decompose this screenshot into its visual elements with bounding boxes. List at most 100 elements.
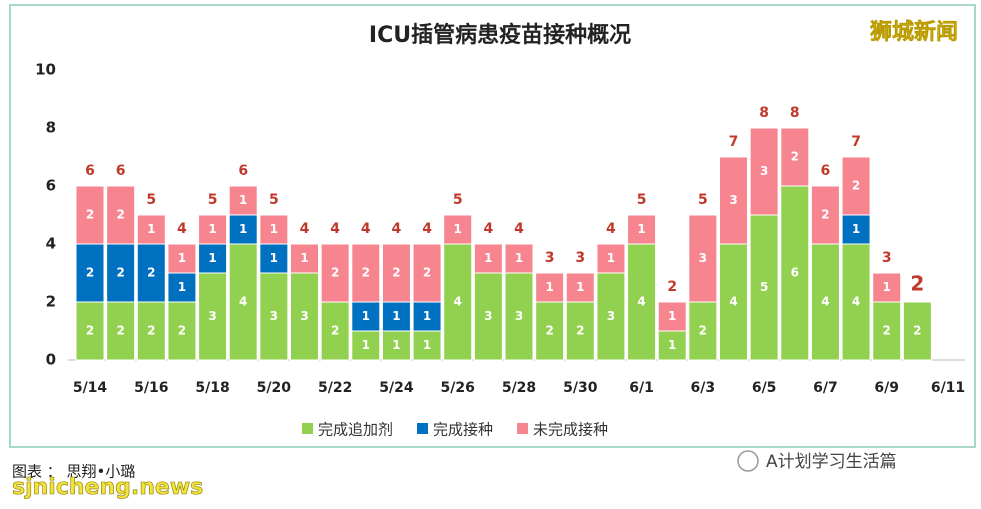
total-label: 6	[238, 163, 248, 179]
segment-label: 3	[270, 309, 278, 323]
segment-label: 1	[178, 251, 186, 265]
bar-segment	[810, 243, 840, 361]
segment-label: 3	[729, 193, 737, 207]
segment-label: 3	[699, 251, 707, 265]
bar-segment	[136, 243, 166, 303]
bar-segment	[259, 214, 289, 245]
segment-label: 1	[545, 280, 553, 294]
x-tick-label: 6/1	[629, 380, 654, 396]
bar-segment	[841, 214, 871, 245]
bar-segment	[780, 127, 810, 187]
total-label: 6	[85, 163, 95, 179]
total-label: 4	[177, 221, 187, 237]
segment-label: 3	[484, 309, 492, 323]
segment-label: 1	[178, 280, 186, 294]
bar-segment	[290, 272, 319, 361]
segment-label: 2	[699, 324, 707, 338]
total-label: 5	[698, 192, 708, 208]
bar-segment	[504, 243, 534, 274]
bar-segment	[106, 301, 136, 361]
bar-segment	[136, 214, 166, 245]
x-tick-label: 5/20	[257, 380, 292, 396]
total-label: 4	[422, 221, 432, 237]
segment-label: 1	[392, 309, 400, 323]
segment-label: 1	[852, 222, 860, 236]
site: sjnicheng.news	[12, 475, 203, 500]
total-label: 6	[116, 163, 126, 179]
total-label: 8	[790, 105, 800, 121]
bar-segment	[443, 214, 473, 245]
bar-segment	[75, 301, 105, 361]
bar-segment	[320, 301, 350, 361]
total-label: 7	[851, 134, 861, 150]
x-tick-label: 5/16	[134, 380, 168, 396]
total-label: 5	[637, 192, 647, 208]
x-tick-label: 5/18	[195, 380, 229, 396]
bar-segment	[198, 243, 228, 274]
bar-segment	[688, 301, 718, 361]
segment-label: 2	[821, 208, 829, 222]
segment-label: 1	[637, 222, 645, 236]
x-tick-label: 6/7	[813, 380, 838, 396]
segment-label: 2	[423, 266, 431, 280]
bar-segment	[228, 243, 258, 361]
segment-label: 1	[515, 251, 523, 265]
x-tick-label: 5/28	[502, 380, 536, 396]
segment-label: 1	[300, 251, 308, 265]
bar-segment	[228, 185, 258, 216]
bar-segment	[565, 272, 595, 303]
total-label: 2	[667, 279, 677, 295]
bar-segment	[504, 272, 534, 361]
total-label: 3	[882, 250, 892, 266]
segment-label: 1	[668, 338, 676, 352]
bar-segment	[749, 214, 779, 361]
total-label: 7	[729, 134, 739, 150]
bar-segment	[443, 243, 473, 361]
legend-label: 完成追加剂	[318, 421, 393, 439]
bar-segment	[198, 272, 228, 361]
segment-label: 4	[239, 295, 247, 309]
segment-label: 2	[86, 208, 94, 222]
total-label: 4	[483, 221, 493, 237]
segment-label: 1	[883, 280, 891, 294]
segment-label: 1	[362, 338, 370, 352]
total-label: 4	[514, 221, 524, 237]
bar-segment	[75, 185, 105, 245]
segment-label: 4	[637, 295, 645, 309]
segment-label: 1	[362, 309, 370, 323]
bar-segment	[902, 301, 932, 361]
bar-segment	[259, 243, 289, 274]
segment-label: 3	[208, 309, 216, 323]
segment-label: 2	[86, 266, 94, 280]
bar-segment	[688, 214, 718, 303]
segment-label: 2	[852, 179, 860, 193]
segment-label: 1	[484, 251, 492, 265]
x-tick-label: 6/5	[752, 380, 777, 396]
legend-swatch	[517, 423, 529, 434]
account: A计划学习生活篇	[766, 452, 897, 472]
segment-label: 4	[454, 295, 462, 309]
total-label: 3	[575, 250, 585, 266]
total-label: 6	[821, 163, 831, 179]
total-label: 5	[146, 192, 156, 208]
bar-segment	[473, 243, 503, 274]
bar-segment	[412, 330, 442, 361]
bar-segment	[351, 243, 381, 303]
bar-segment	[381, 243, 411, 303]
bar-segment	[106, 185, 136, 245]
x-tick-label: 6/11	[931, 380, 965, 396]
segment-label: 1	[392, 338, 400, 352]
segment-label: 2	[86, 324, 94, 338]
chart-title: ICU插管病患疫苗接种概况	[369, 22, 631, 48]
bar-segment	[657, 301, 687, 332]
total-label: 5	[269, 192, 279, 208]
bar-segment	[810, 185, 840, 245]
segment-label: 2	[883, 324, 891, 338]
y-tick-label: 8	[46, 119, 56, 137]
bar-segment	[627, 214, 657, 245]
segment-label: 1	[147, 222, 155, 236]
bar-segment	[320, 243, 350, 303]
bar-segment	[167, 243, 197, 274]
x-tick-label: 5/26	[441, 380, 475, 396]
